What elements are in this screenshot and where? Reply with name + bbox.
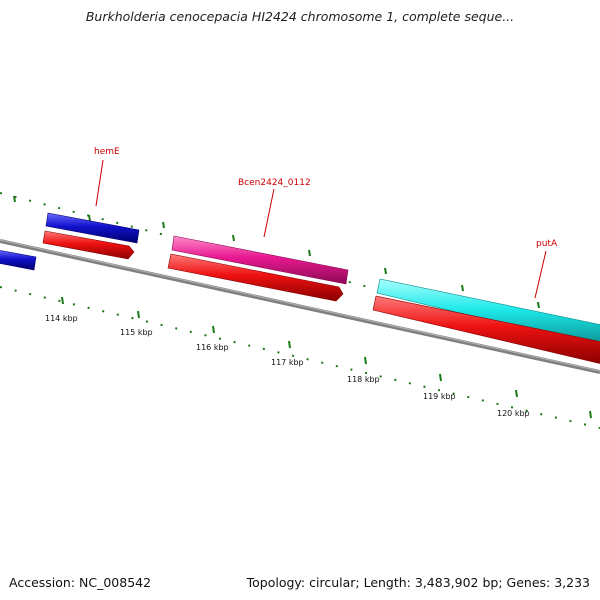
gene-label-putA[interactable]: putA: [536, 239, 558, 249]
scale-label-115: 115 kbp: [120, 328, 153, 337]
major-tick: [384, 267, 387, 275]
gene-label-hemE[interactable]: hemE: [94, 147, 120, 157]
scale-label-117: 117 kbp: [271, 358, 304, 367]
scale-label-116: 116 kbp: [196, 343, 229, 352]
feature-blue-left[interactable]: [0, 250, 37, 271]
gene-labels: hemE Bcen2424_0112 putA: [94, 147, 558, 299]
feature-Bcen2424-0112[interactable]: [171, 235, 349, 285]
lower-tick-row: [0, 286, 600, 429]
leader-line-putA: [534, 250, 547, 299]
scale-label-114: 114 kbp: [45, 314, 78, 323]
scale-label-119: 119 kbp: [423, 392, 456, 401]
genome-backbone: [0, 239, 600, 374]
leader-line-Bcen2424-0112: [263, 188, 275, 238]
feature-putA[interactable]: [376, 278, 600, 347]
major-tick: [212, 325, 215, 334]
major-tick: [137, 310, 140, 319]
genome-backbone-highlight: [0, 239, 600, 372]
topology-info: Topology: circular; Length: 3,483,902 bp…: [246, 575, 590, 590]
major-tick: [537, 301, 540, 309]
major-tick: [162, 221, 165, 229]
major-tick: [364, 356, 367, 365]
map-title: Burkholderia cenocepacia HI2424 chromoso…: [85, 9, 515, 24]
upper-tick-row: [0, 192, 600, 347]
major-tick: [461, 284, 464, 292]
major-tick: [515, 389, 518, 398]
reverse-strand-features: [42, 230, 600, 364]
scale-labels: 114 kbp 115 kbp 116 kbp 117 kbp 118 kbp …: [45, 314, 530, 418]
gene-label-Bcen2424-0112[interactable]: Bcen2424_0112: [238, 178, 311, 188]
feature-red-arrow-3[interactable]: [372, 295, 600, 364]
major-tick: [288, 340, 291, 349]
major-tick: [439, 373, 442, 382]
major-tick: [232, 234, 235, 242]
scale-label-120: 120 kbp: [497, 409, 530, 418]
accession-info: Accession: NC_008542: [9, 575, 152, 590]
major-tick: [308, 249, 311, 257]
major-tick: [88, 214, 91, 222]
feature-red-arrow-2[interactable]: [167, 253, 344, 302]
major-tick: [13, 195, 16, 203]
feature-hemE[interactable]: [45, 212, 140, 244]
major-tick: [589, 410, 592, 419]
leader-line-hemE: [95, 159, 104, 207]
major-tick: [61, 296, 64, 305]
feature-red-arrow-1[interactable]: [42, 230, 135, 260]
scale-label-118: 118 kbp: [347, 375, 380, 384]
forward-strand-features: [0, 212, 600, 347]
